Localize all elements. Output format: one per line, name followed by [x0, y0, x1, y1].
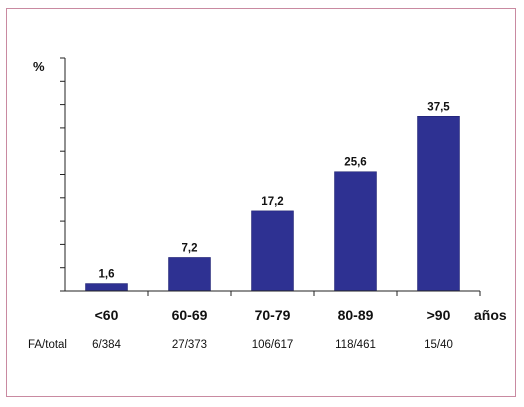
value-label: 17,2: [261, 196, 283, 208]
category-label: 60-69: [172, 307, 208, 323]
value-label: 1,6: [99, 269, 115, 281]
bars: [85, 116, 460, 292]
footer-value: 106/617: [252, 339, 294, 351]
value-labels: 1,6 7,2 17,2 25,6 37,5: [99, 101, 451, 280]
value-label: 25,6: [344, 157, 366, 169]
footer-value: 118/461: [335, 339, 376, 351]
footer-value: 15/40: [424, 339, 453, 351]
bar-4: [334, 171, 377, 292]
category-labels: <60 60-69 70-79 80-89 >90: [95, 307, 451, 323]
footer-value: 27/373: [172, 339, 207, 351]
footer-values: 6/384 27/373 106/617 118/461 15/40: [92, 339, 453, 351]
bar-5: [417, 116, 460, 292]
chart-frame: [6, 8, 516, 397]
footer-label: FA/total: [28, 339, 67, 351]
bar-3: [251, 210, 294, 292]
value-label: 7,2: [182, 242, 198, 254]
category-label: 70-79: [255, 307, 291, 323]
category-label: <60: [95, 307, 119, 323]
bar-1: [85, 283, 128, 292]
value-label: 37,5: [427, 101, 450, 113]
footer-value: 6/384: [92, 339, 121, 351]
y-axis-ticks: [60, 57, 481, 296]
category-label: >90: [427, 307, 451, 323]
category-label: 80-89: [338, 307, 374, 323]
x-axis-unit: años: [474, 307, 507, 323]
y-axis-label: %: [33, 59, 45, 74]
bar-2: [168, 257, 211, 292]
